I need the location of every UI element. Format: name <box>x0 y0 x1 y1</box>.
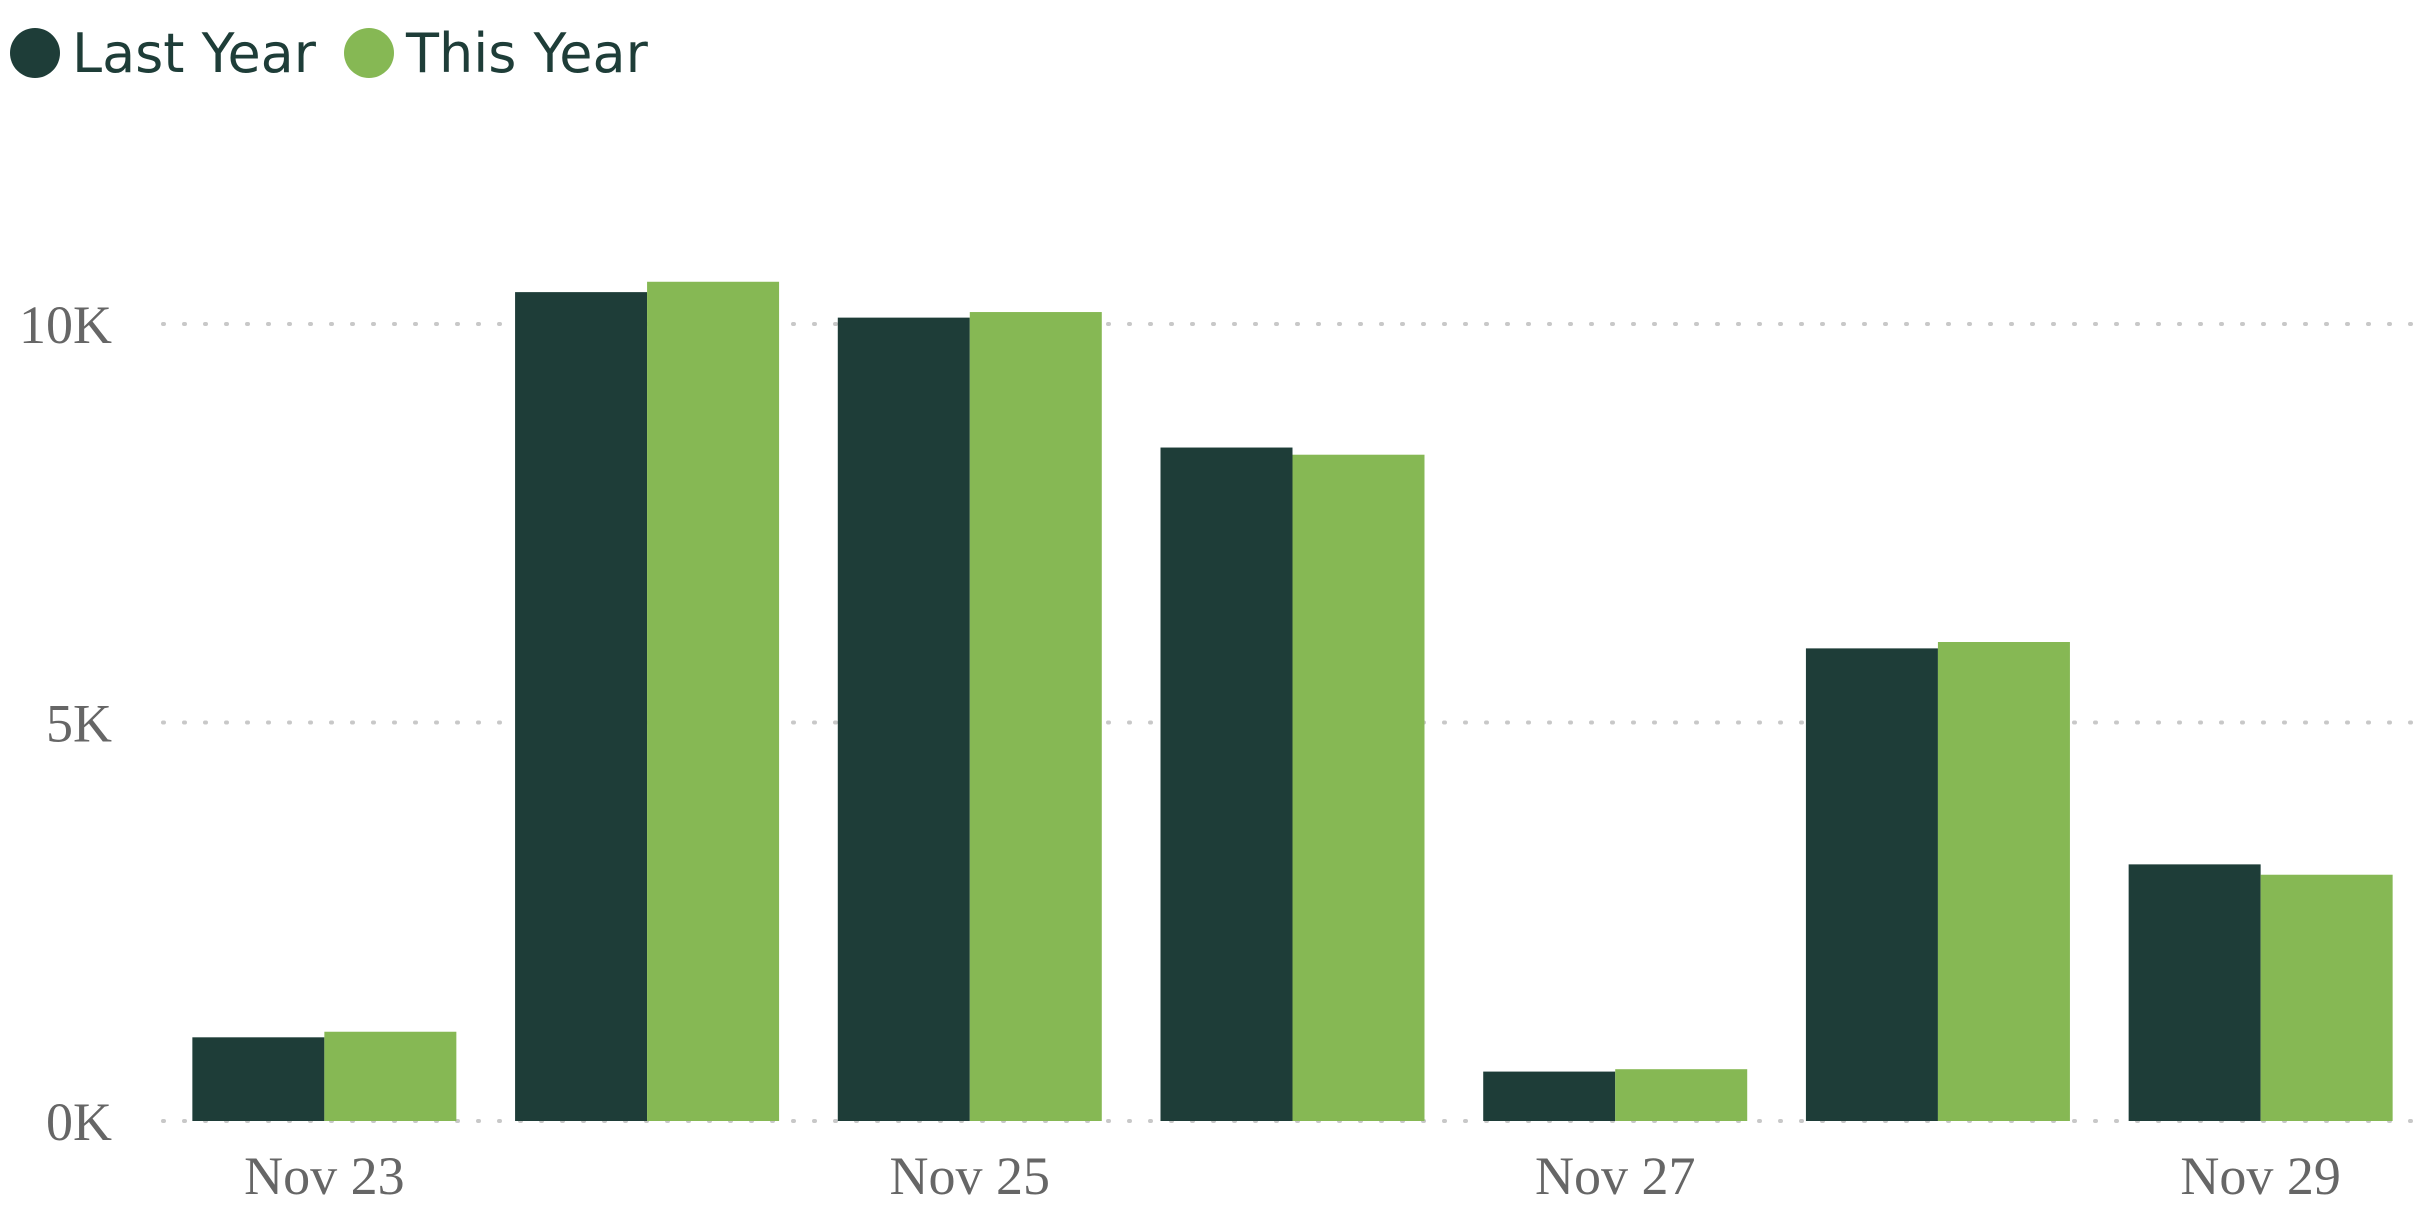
chart-legend: Last Year This Year <box>10 18 676 88</box>
bar-this-year[interactable] <box>324 1031 457 1121</box>
bar-this-year[interactable] <box>647 281 780 1121</box>
bar-this-year[interactable] <box>1292 454 1425 1121</box>
x-tick-label: Nov 25 <box>890 1146 1051 1206</box>
bar-last-year[interactable] <box>1483 1071 1616 1121</box>
bar-last-year[interactable] <box>192 1037 325 1121</box>
bars <box>192 281 2393 1121</box>
bar-this-year[interactable] <box>1937 642 2070 1121</box>
x-tick-label: Nov 29 <box>2180 1146 2341 1206</box>
y-tick-label: 5K <box>46 694 112 754</box>
bar-this-year[interactable] <box>969 312 1102 1121</box>
bar-last-year[interactable] <box>837 317 970 1121</box>
bar-last-year[interactable] <box>1805 648 1938 1121</box>
bar-this-year[interactable] <box>1615 1069 1748 1121</box>
legend-item-this-year[interactable]: This Year <box>343 21 648 85</box>
legend-swatch-last-year <box>10 28 60 78</box>
x-tick-label: Nov 27 <box>1535 1146 1696 1206</box>
y-tick-label: 10K <box>19 295 112 355</box>
bar-last-year[interactable] <box>1160 447 1293 1121</box>
y-axis-labels: 0K 5K 10K <box>19 295 112 1152</box>
legend-label-last-year: Last Year <box>72 21 316 85</box>
x-tick-label: Nov 23 <box>244 1146 405 1206</box>
bar-last-year[interactable] <box>515 292 648 1121</box>
y-tick-label: 0K <box>46 1092 112 1152</box>
legend-label-this-year: This Year <box>405 21 648 85</box>
bar-last-year[interactable] <box>2128 864 2261 1121</box>
legend-swatch-this-year <box>343 28 394 78</box>
x-axis-labels: Nov 23 Nov 25 Nov 27 Nov 29 <box>244 1146 2341 1206</box>
bar-this-year[interactable] <box>2260 874 2393 1121</box>
legend-item-last-year[interactable]: Last Year <box>10 22 316 85</box>
